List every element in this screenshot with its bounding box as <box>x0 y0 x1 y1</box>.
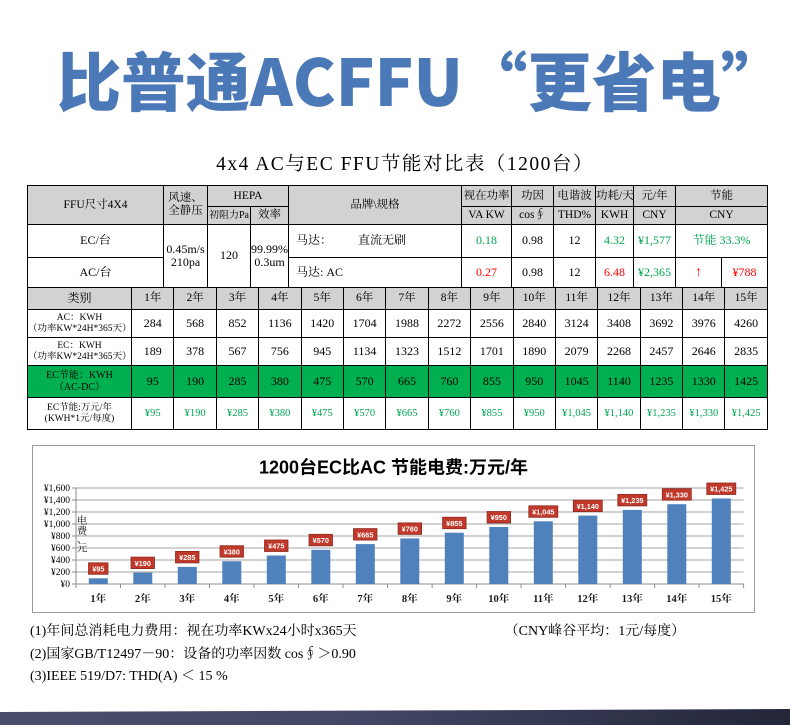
svg-text:3年: 3年 <box>179 591 195 606</box>
svg-text:10年: 10年 <box>488 591 510 606</box>
svg-text:¥800: ¥800 <box>51 532 70 542</box>
svg-text:¥1,400: ¥1,400 <box>44 496 70 506</box>
svg-text:9年: 9年 <box>446 591 462 606</box>
svg-text:7年: 7年 <box>357 591 373 606</box>
svg-text:13年: 13年 <box>622 591 644 606</box>
svg-text:6年: 6年 <box>313 591 329 606</box>
svg-text:费: 费 <box>77 524 88 539</box>
svg-text:5年: 5年 <box>268 591 284 606</box>
svg-text:¥190: ¥190 <box>135 559 151 568</box>
svg-text:¥0: ¥0 <box>61 580 71 590</box>
svg-text:¥475: ¥475 <box>268 542 284 551</box>
svg-text:¥200: ¥200 <box>51 568 70 578</box>
svg-text:¥285: ¥285 <box>179 553 195 562</box>
svg-text:¥380: ¥380 <box>224 547 240 556</box>
svg-text:¥1,000: ¥1,000 <box>44 520 70 530</box>
svg-text:元: 元 <box>77 541 88 556</box>
svg-text:¥1,235: ¥1,235 <box>621 496 643 505</box>
svg-text:¥1,330: ¥1,330 <box>666 490 688 499</box>
svg-text:14年: 14年 <box>666 591 688 606</box>
svg-text:1200台EC比AC 节能电费:万元/年: 1200台EC比AC 节能电费:万元/年 <box>259 454 528 480</box>
svg-text:¥1,140: ¥1,140 <box>577 502 599 511</box>
svg-text:¥95: ¥95 <box>92 565 104 574</box>
svg-text:¥1,045: ¥1,045 <box>532 508 554 517</box>
svg-text:¥1,425: ¥1,425 <box>710 485 732 494</box>
svg-text:15年: 15年 <box>711 591 733 606</box>
svg-text:、: 、 <box>77 532 88 547</box>
svg-text:电: 电 <box>77 513 88 528</box>
svg-text:¥400: ¥400 <box>51 556 70 566</box>
svg-text:¥760: ¥760 <box>402 525 418 534</box>
svg-text:1年: 1年 <box>90 591 106 606</box>
svg-text:8年: 8年 <box>402 591 418 606</box>
svg-text:4年: 4年 <box>224 591 240 606</box>
svg-text:11年: 11年 <box>533 591 554 606</box>
svg-text:2年: 2年 <box>135 591 151 606</box>
svg-text:¥855: ¥855 <box>446 519 462 528</box>
svg-text:¥600: ¥600 <box>51 544 70 554</box>
svg-text:¥950: ¥950 <box>491 513 507 522</box>
svg-text:12年: 12年 <box>577 591 599 606</box>
svg-text:¥570: ¥570 <box>313 536 329 545</box>
svg-text:¥1,600: ¥1,600 <box>44 484 70 494</box>
svg-text:¥1,200: ¥1,200 <box>44 508 70 518</box>
svg-text:¥665: ¥665 <box>357 530 373 539</box>
